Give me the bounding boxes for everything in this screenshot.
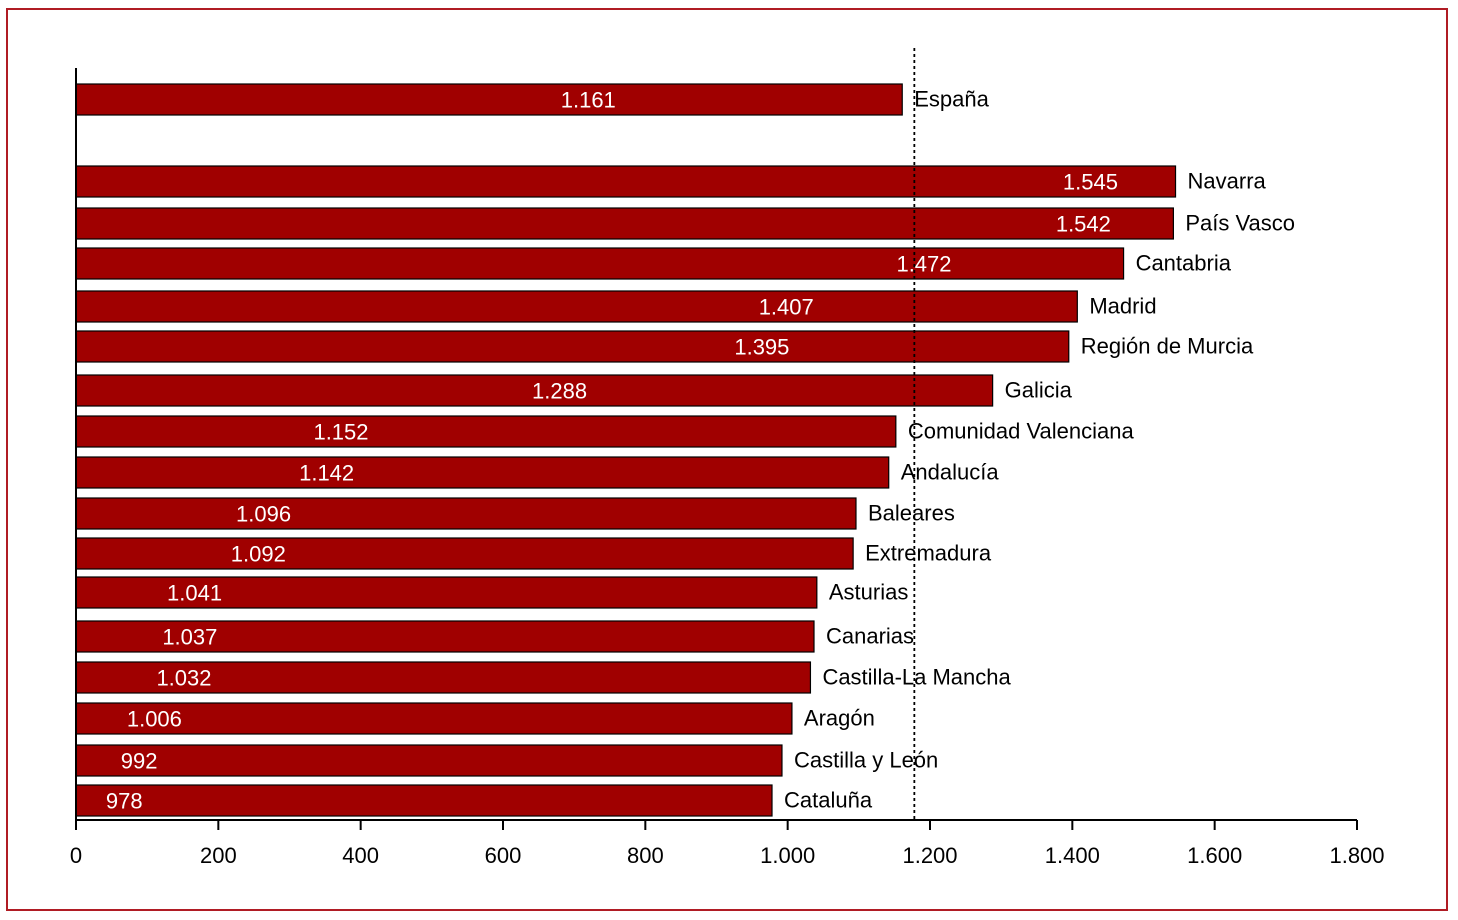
x-tick-label: 800	[627, 843, 664, 868]
bar-5	[75, 330, 1070, 363]
bars-layer	[75, 83, 1177, 817]
x-tick-label: 600	[485, 843, 522, 868]
x-tick-label: 1.200	[902, 843, 957, 868]
bar-7	[75, 415, 897, 448]
bar-value-label: 1.032	[156, 666, 211, 691]
bar-value-label: 1.472	[896, 252, 951, 277]
bar-value-label: 1.542	[1056, 212, 1111, 237]
x-tick-label: 1.000	[760, 843, 815, 868]
bar-10	[75, 537, 854, 570]
x-tick-label: 1.400	[1045, 843, 1100, 868]
bar-value-label: 1.037	[162, 625, 217, 650]
category-label: País Vasco	[1185, 211, 1295, 236]
labels-layer: 1.161 España 1.545 Navarra 1.542 País Vasco 1.…	[106, 87, 1295, 814]
category-label: Castilla y León	[794, 748, 938, 773]
bar-value-label: 1.041	[167, 581, 222, 606]
bar-4	[75, 290, 1078, 323]
x-axis: 0 200 400 600 800 1.000 1.200 1.400 1.600 1.800	[70, 68, 1385, 868]
bar-value-label: 1.395	[734, 335, 789, 360]
x-tick-label: 0	[70, 843, 82, 868]
bar-6	[75, 374, 994, 407]
bar-value-label: 1.161	[561, 88, 616, 113]
bar-14	[75, 702, 793, 735]
bar-value-label: 1.092	[231, 542, 286, 567]
category-label: Región de Murcia	[1081, 334, 1254, 359]
x-tick-label: 1.800	[1329, 843, 1384, 868]
bar-2	[75, 207, 1174, 240]
category-label: Canarias	[826, 624, 914, 649]
bar-value-label: 1.006	[127, 707, 182, 732]
category-label: Navarra	[1188, 169, 1267, 194]
category-label: Aragón	[804, 706, 875, 731]
category-label: Andalucía	[901, 460, 1000, 485]
category-label: Castilla-La Mancha	[822, 665, 1011, 690]
category-label: Cataluña	[784, 788, 873, 813]
x-tick-label: 400	[342, 843, 379, 868]
x-tick-label: 1.600	[1187, 843, 1242, 868]
category-label: Asturias	[829, 580, 908, 605]
bar-value-label: 1.142	[299, 461, 354, 486]
bar-3	[75, 247, 1125, 280]
bar-16	[75, 784, 773, 817]
bar-value-label: 1.096	[236, 502, 291, 527]
category-label: Cantabria	[1136, 251, 1232, 276]
category-label: Galicia	[1005, 378, 1073, 403]
bar-value-label: 1.407	[759, 295, 814, 320]
bar-8	[75, 456, 890, 489]
category-label: Comunidad Valenciana	[908, 419, 1135, 444]
category-label: Madrid	[1089, 294, 1156, 319]
category-label: España	[914, 87, 989, 112]
bar-13	[75, 661, 812, 694]
bar-value-label: 1.152	[313, 420, 368, 445]
bar-1	[75, 165, 1177, 198]
category-label: Baleares	[868, 501, 955, 526]
bar-15	[75, 744, 783, 777]
bar-12	[75, 620, 815, 653]
bar-value-label: 992	[121, 749, 158, 774]
x-tick-label: 200	[200, 843, 237, 868]
bar-9	[75, 497, 857, 530]
bar-value-label: 978	[106, 789, 143, 814]
bar-value-label: 1.545	[1063, 170, 1118, 195]
bar-value-label: 1.288	[532, 379, 587, 404]
bar-0	[75, 83, 903, 116]
bar-11	[75, 576, 818, 609]
category-label: Extremadura	[865, 541, 992, 566]
